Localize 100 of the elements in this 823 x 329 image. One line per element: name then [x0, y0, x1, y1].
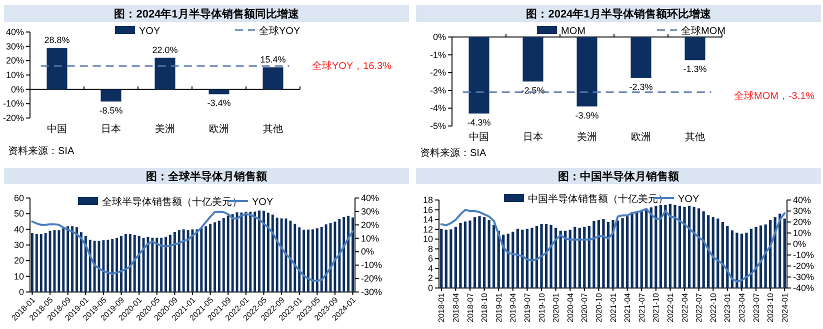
bar [778, 214, 782, 288]
bar [512, 232, 514, 288]
bar [650, 207, 652, 288]
bar [84, 236, 87, 292]
y-tick-label: 40 [14, 224, 24, 234]
bar [530, 228, 534, 288]
y-tick-label: 30% [6, 41, 24, 52]
legend-label: YOY [678, 194, 700, 205]
x-tick-label: 其他 [685, 131, 705, 143]
y2-tick-label: -10% [793, 250, 814, 260]
y-tick-label: -10% [2, 98, 24, 109]
bar [262, 210, 265, 292]
data-label: -1.3% [683, 64, 707, 74]
bar [120, 236, 122, 292]
bar [712, 217, 714, 288]
y2-tick-label: -30% [361, 287, 382, 297]
bar [62, 228, 65, 292]
text: 全球YOY，16.3% [312, 60, 392, 72]
y-tick-label: 16 [422, 204, 433, 215]
x-tick-label: 2023-01 [723, 292, 732, 322]
y-tick-label: 18 [422, 195, 433, 205]
y-tick-label: 0% [10, 84, 24, 94]
x-tick-label: 2018-04 [451, 292, 460, 322]
bar [526, 228, 529, 288]
y2-tick-label: 0% [793, 239, 806, 249]
bar [334, 222, 336, 292]
bar [249, 212, 252, 292]
chart-title: 图：2024年1月半导体销售额同比增速 [114, 8, 300, 20]
data-label: -3.4% [207, 98, 231, 108]
y2-tick-label: 30% [361, 206, 380, 216]
bar [31, 233, 34, 292]
bar [76, 227, 78, 292]
y-tick-label: -1% [430, 50, 446, 60]
bar [138, 236, 140, 292]
bar [492, 224, 496, 288]
bar [342, 216, 346, 292]
line-series [440, 208, 786, 282]
y-tick-label: 30 [14, 240, 24, 250]
y2-tick-label: 10% [361, 233, 380, 244]
bar [214, 222, 216, 292]
bar [208, 89, 230, 94]
y-tick-label: 0 [428, 283, 433, 293]
x-tick-label: 欧洲 [209, 123, 229, 135]
text: 资料来源：SIA [420, 147, 486, 159]
bar [316, 228, 318, 292]
chart-title: 图：2024年1月半导体销售额环比增速 [526, 8, 712, 20]
bar [93, 240, 96, 292]
bar [559, 230, 562, 288]
chart-title: 图：中国半导体月销售额 [558, 170, 680, 183]
data-label: 28.8% [44, 35, 70, 46]
bar [100, 89, 122, 102]
bar [266, 212, 270, 292]
bar [44, 233, 47, 292]
bar [726, 226, 729, 288]
y-tick-label: 10 [14, 271, 24, 282]
bar [298, 227, 301, 292]
y-tick-label: 12 [422, 224, 433, 234]
bar [683, 206, 686, 288]
bar [636, 211, 638, 288]
bar [688, 206, 691, 288]
y-tick-label: 4 [428, 263, 433, 274]
bar [196, 229, 198, 292]
x-tick-label: 2020-01 [552, 292, 561, 322]
bar [450, 229, 452, 288]
bar [222, 218, 225, 292]
bar [602, 219, 605, 288]
bar [440, 228, 443, 288]
data-label: 22.0% [152, 44, 178, 55]
bar [116, 238, 118, 292]
bar [664, 204, 667, 288]
y2-tick-label: -30% [793, 272, 814, 282]
bar [154, 58, 176, 90]
bar [311, 229, 314, 292]
bar [578, 228, 581, 288]
y-tick-label: 40% [6, 27, 24, 37]
y2-tick-label: -20% [361, 274, 382, 284]
y-tick-label: 0 [18, 287, 24, 297]
bar [294, 224, 296, 292]
bar [48, 230, 52, 292]
bar [218, 220, 220, 292]
y-tick-label: 6 [428, 254, 433, 264]
x-tick-label: 2019-04 [508, 292, 518, 322]
y2-tick-label: -10% [361, 260, 382, 270]
chart-title: 图：全球半导体月销售额 [146, 170, 268, 183]
bar [66, 226, 70, 292]
x-tick-label: 2018-10 [480, 292, 490, 322]
x-tick-label: 2022-07 [694, 292, 704, 322]
x-tick-label: 日本 [523, 131, 543, 143]
x-tick-label: 2021-10 [652, 292, 661, 322]
bar [488, 220, 490, 288]
bar [58, 230, 60, 292]
bar [736, 232, 738, 288]
bar [320, 226, 323, 292]
bar [111, 239, 114, 292]
y2-tick-label: -40% [793, 283, 814, 293]
bar [302, 230, 306, 292]
bar [654, 206, 658, 288]
bar [521, 230, 524, 288]
y2-tick-label: 10% [793, 228, 812, 238]
bar [307, 230, 310, 292]
